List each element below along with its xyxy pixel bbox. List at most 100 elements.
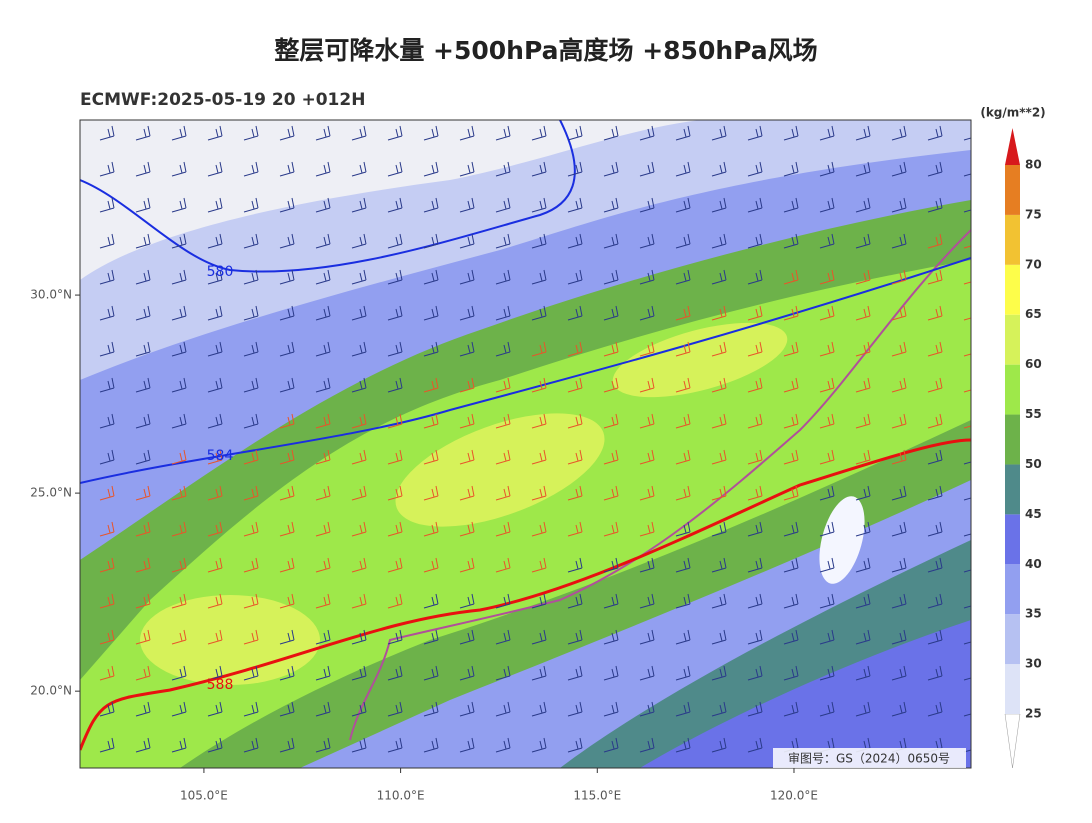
colorbar-segment	[1005, 264, 1020, 315]
wind-barb	[171, 161, 187, 177]
wind-barb	[387, 593, 403, 609]
wind-barb	[279, 629, 295, 645]
wind-barb	[855, 413, 871, 429]
wind-barb	[423, 305, 439, 321]
wind-barb	[243, 305, 259, 321]
wind-barb	[747, 125, 763, 141]
colorbar-segment	[1005, 364, 1020, 415]
wind-barb	[531, 737, 547, 753]
wind-barb	[747, 413, 763, 429]
wind-barb	[387, 233, 403, 249]
wind-barb	[855, 701, 871, 717]
wind-barb	[891, 485, 907, 501]
wind-barb	[783, 161, 799, 177]
wind-barb	[135, 413, 151, 429]
wind-barb	[603, 665, 619, 681]
wind-barb	[855, 233, 871, 249]
wind-barb	[135, 449, 151, 465]
wind-barb	[243, 629, 259, 645]
wind-barb	[639, 269, 655, 285]
wind-barb	[135, 557, 151, 573]
wind-barb	[639, 593, 655, 609]
wind-barb	[567, 557, 583, 573]
colorbar-segment	[1005, 165, 1020, 215]
wind-barb	[99, 233, 115, 249]
wind-barb	[243, 413, 259, 429]
wind-barb	[855, 557, 871, 573]
wind-barb	[315, 449, 331, 465]
wind-barb	[387, 521, 403, 537]
wind-barb	[243, 161, 259, 177]
wind-barb	[675, 593, 691, 609]
wind-barb	[603, 557, 619, 573]
subtitle: ECMWF:2025-05-19 20 +012H	[80, 90, 365, 110]
wind-barb	[783, 449, 799, 465]
wind-barb	[387, 341, 403, 357]
wind-barb	[207, 233, 223, 249]
wind-barb	[495, 665, 511, 681]
wind-barb	[963, 605, 971, 609]
wind-barb	[459, 269, 475, 285]
wind-barb	[495, 593, 511, 609]
wind-barb	[531, 629, 547, 645]
wind-barb	[99, 485, 115, 501]
wind-barb	[567, 629, 583, 645]
colorbar-label: 80	[1025, 158, 1042, 172]
wind-barb	[711, 557, 727, 573]
wind-barb	[423, 665, 439, 681]
wind-barb	[711, 377, 727, 393]
wind-barb	[351, 701, 367, 717]
wind-barb	[963, 281, 971, 285]
wind-barb	[531, 557, 547, 573]
wind-barb	[963, 641, 971, 645]
wind-barb	[567, 593, 583, 609]
wind-barb	[855, 521, 871, 537]
wind-barb	[747, 269, 763, 285]
wind-barb	[423, 593, 439, 609]
map-frame	[79, 119, 972, 769]
wind-barb	[243, 269, 259, 285]
wind-barb	[99, 197, 115, 213]
lon-label: 110.0°E	[377, 789, 425, 803]
wind-barb	[315, 341, 331, 357]
wind-barb	[279, 557, 295, 573]
wind-barb	[819, 269, 835, 285]
wind-barb	[783, 665, 799, 681]
wind-barb	[711, 305, 727, 321]
wind-barb	[279, 413, 295, 429]
wind-barb	[675, 305, 691, 321]
wind-barb	[279, 305, 295, 321]
wind-barb	[603, 701, 619, 717]
wind-barb	[135, 125, 151, 141]
wind-barb	[459, 233, 475, 249]
wind-barb	[963, 389, 971, 393]
wind-barb	[315, 737, 331, 753]
wind-barb	[459, 737, 475, 753]
map-fill	[80, 120, 971, 768]
wind-barb	[99, 377, 115, 393]
wind-barb	[711, 449, 727, 465]
wind-barb	[747, 665, 763, 681]
wind-barb	[243, 665, 259, 681]
colorbar-label: 65	[1025, 307, 1042, 321]
wind-barb	[963, 713, 971, 717]
wind-barb	[639, 701, 655, 717]
wind-barb	[207, 521, 223, 537]
wind-barb	[567, 737, 583, 753]
wind-barb	[387, 701, 403, 717]
colorbar-label: 30	[1025, 657, 1042, 671]
wind-barb	[891, 521, 907, 537]
wind-barb	[963, 245, 971, 249]
wind-barb	[207, 269, 223, 285]
wind-barb	[423, 233, 439, 249]
wind-barb	[927, 197, 943, 213]
wind-barb	[459, 557, 475, 573]
wind-barb	[711, 233, 727, 249]
colorbar-label: 55	[1025, 407, 1042, 421]
colorbar-label: 25	[1025, 707, 1042, 721]
wind-barb	[567, 449, 583, 465]
colorbar-label: 50	[1025, 457, 1042, 471]
wind-barb	[99, 449, 115, 465]
wind-barb	[855, 305, 871, 321]
wind-barb	[423, 197, 439, 213]
